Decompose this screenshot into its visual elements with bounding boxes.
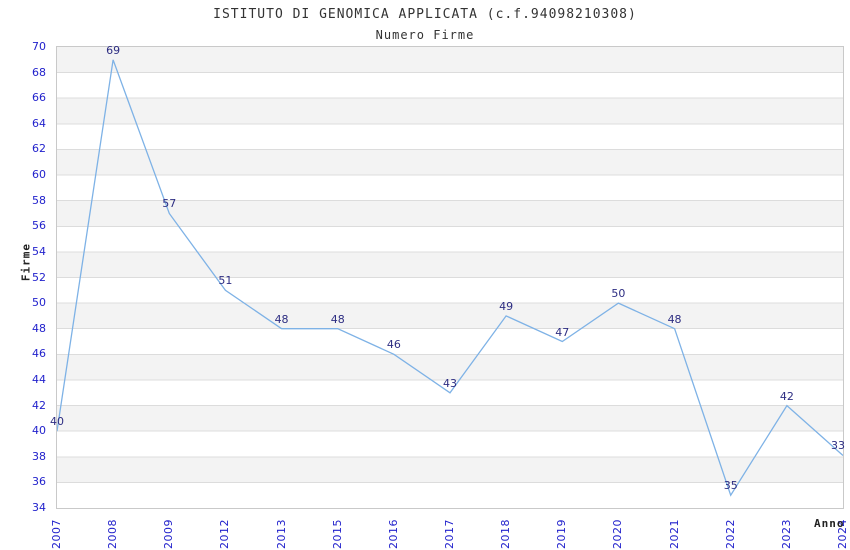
x-tick-label: 2023	[779, 519, 793, 549]
plot-area	[56, 46, 844, 509]
y-tick-label: 66	[32, 91, 46, 105]
grid-band	[57, 98, 843, 124]
y-tick-label: 60	[32, 168, 46, 182]
x-tick-label: 2008	[106, 519, 120, 549]
grid-band	[57, 328, 843, 355]
y-axis-title: Firme	[19, 242, 33, 282]
x-tick-label: 2021	[667, 519, 681, 549]
chart-subtitle: Numero Firme	[375, 28, 475, 42]
y-tick-label: 40	[32, 424, 46, 438]
y-tick-label: 68	[32, 65, 46, 79]
y-tick-label: 34	[32, 501, 46, 514]
chart-title: ISTITUTO DI GENOMICA APPLICATA (c.f.9409…	[213, 7, 637, 22]
y-tick-label: 48	[32, 321, 46, 335]
grid-band	[57, 405, 843, 432]
grid-band	[57, 175, 843, 201]
y-tick-label: 44	[32, 372, 46, 386]
grid-band	[57, 431, 843, 457]
series-line	[57, 59, 843, 497]
line-chart-svg	[57, 47, 843, 508]
x-tick-label: 2015	[330, 519, 344, 549]
y-tick-label: 50	[32, 296, 46, 310]
y-tick-label: 42	[32, 398, 46, 412]
x-tick-label: 2018	[499, 519, 513, 549]
x-tick-label: 2017	[443, 519, 456, 549]
x-axis-tick-labels: 2007 2008 2009 2012 2013 2015 2016 2017 2018 2019…	[50, 515, 849, 550]
y-tick-label: 46	[32, 347, 46, 361]
grid-band	[57, 47, 843, 73]
x-tick-label: 2016	[386, 519, 400, 549]
x-tick-label: 2019	[555, 519, 569, 549]
x-tick-label: 2007	[50, 519, 63, 549]
y-tick-label: 38	[32, 449, 46, 463]
x-tick-label: 2013	[274, 519, 288, 549]
y-tick-label: 70	[32, 40, 46, 53]
grid-band	[57, 149, 843, 176]
grid-band	[57, 277, 843, 304]
grid-band	[57, 482, 843, 508]
grid-band	[57, 303, 843, 329]
x-tick-label: 2022	[723, 519, 737, 549]
y-tick-label: 58	[32, 193, 46, 207]
grid-band	[57, 251, 843, 278]
grid-band	[57, 200, 843, 227]
grid-band	[57, 123, 843, 150]
x-axis-title: Anno	[814, 517, 845, 530]
x-tick-label: 2012	[218, 519, 232, 549]
grid-band	[57, 354, 843, 380]
x-tick-label: 2020	[611, 519, 625, 549]
y-tick-label: 56	[32, 219, 46, 233]
grid-band	[57, 72, 843, 99]
grid-band	[57, 226, 843, 252]
y-tick-label: 36	[32, 475, 46, 489]
y-tick-label: 62	[32, 142, 46, 156]
x-tick-label: 2009	[162, 519, 176, 549]
grid-band	[57, 456, 843, 483]
y-tick-label: 64	[32, 116, 46, 130]
